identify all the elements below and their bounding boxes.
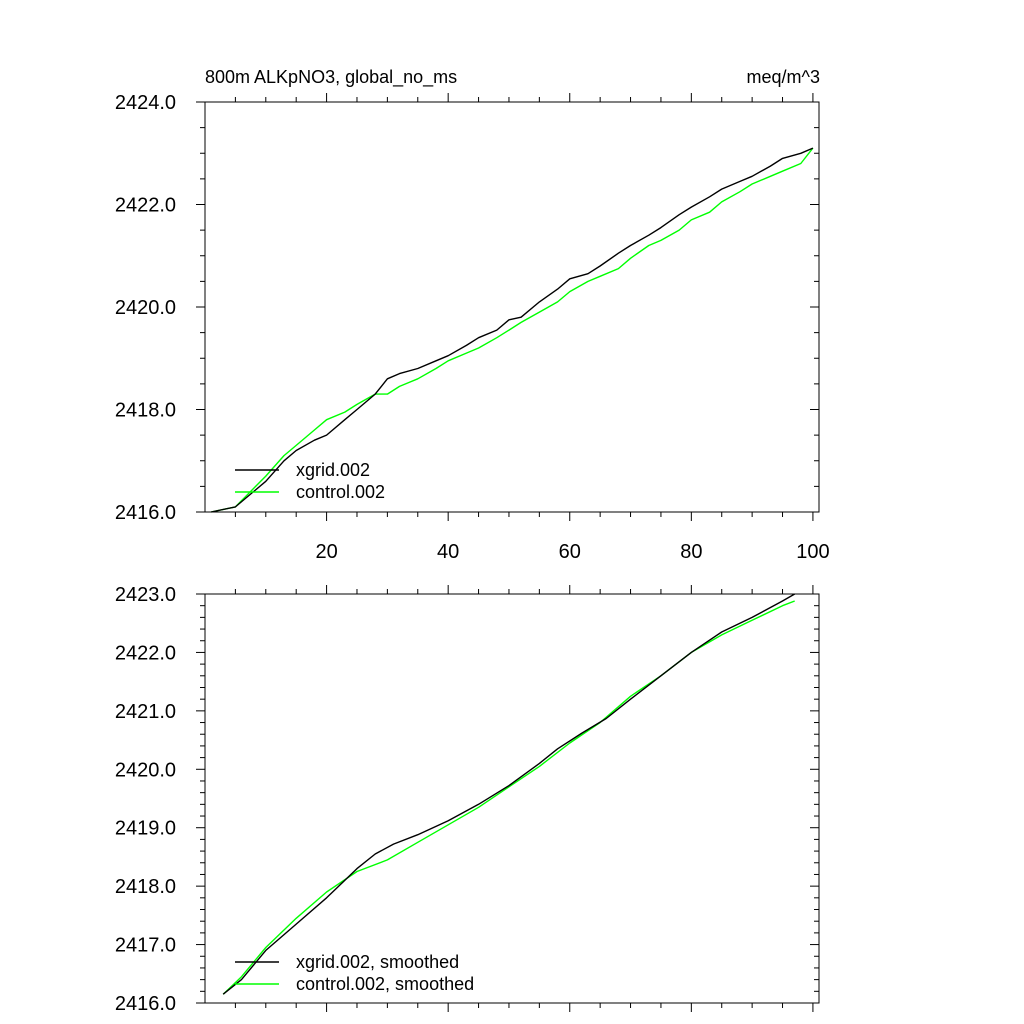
bottom-y-tick-label: 2417.0	[115, 935, 176, 957]
bottom-y-tick-label: 2422.0	[115, 642, 176, 664]
top-ticks: 20 40 60 80 100 2416.0 2418.0 2420.0 2422.0 2424.…	[115, 92, 830, 563]
top-x-tick-label: 60	[559, 541, 581, 563]
top-y-tick-label: 2416.0	[115, 502, 176, 524]
bottom-y-tick-label: 2416.0	[115, 993, 176, 1015]
bottom-legend-label-0: xgrid.002, smoothed	[296, 952, 459, 972]
top-series-line-0	[210, 147, 814, 513]
top-series-line-1	[210, 147, 814, 513]
top-y-tick-label: 2418.0	[115, 400, 176, 422]
bottom-y-tick-label: 2421.0	[115, 701, 176, 723]
top-y-tick-label: 2420.0	[115, 297, 176, 319]
bottom-y-tick-label: 2423.0	[115, 584, 176, 606]
top-y-tick-label: 2422.0	[115, 195, 176, 217]
bottom-panel: 2416.0 2417.0 2418.0 2419.0 2420.0 2421.0 2422…	[115, 584, 820, 1015]
bottom-y-tick-label: 2418.0	[115, 876, 176, 898]
bottom-y-tick-label: 2419.0	[115, 818, 176, 840]
bottom-series-line-0	[222, 593, 796, 995]
top-legend-label-1: control.002	[296, 482, 385, 502]
top-x-tick-label: 100	[796, 541, 829, 563]
top-plot-frame	[204, 101, 820, 513]
bottom-series-group	[222, 593, 796, 995]
bottom-y-tick-label: 2420.0	[115, 759, 176, 781]
top-x-tick-label: 80	[680, 541, 702, 563]
top-panel: 800m ALKpNO3, global_no_ms meq/m^3 20 40 6…	[115, 67, 830, 563]
top-x-tick-label: 40	[437, 541, 459, 563]
top-title: 800m ALKpNO3, global_no_ms	[205, 67, 457, 88]
bottom-ticks: 2416.0 2417.0 2418.0 2419.0 2420.0 2421.0 2422…	[115, 584, 819, 1015]
top-x-tick-label: 20	[315, 541, 337, 563]
bottom-series-line-1	[222, 600, 795, 995]
top-units: meq/m^3	[747, 67, 820, 87]
top-y-tick-label: 2424.0	[115, 92, 176, 114]
bottom-plot-frame	[204, 593, 820, 1004]
top-legend-label-0: xgrid.002	[296, 460, 370, 480]
bottom-legend-label-1: control.002, smoothed	[296, 974, 474, 994]
top-series-group	[210, 147, 814, 513]
